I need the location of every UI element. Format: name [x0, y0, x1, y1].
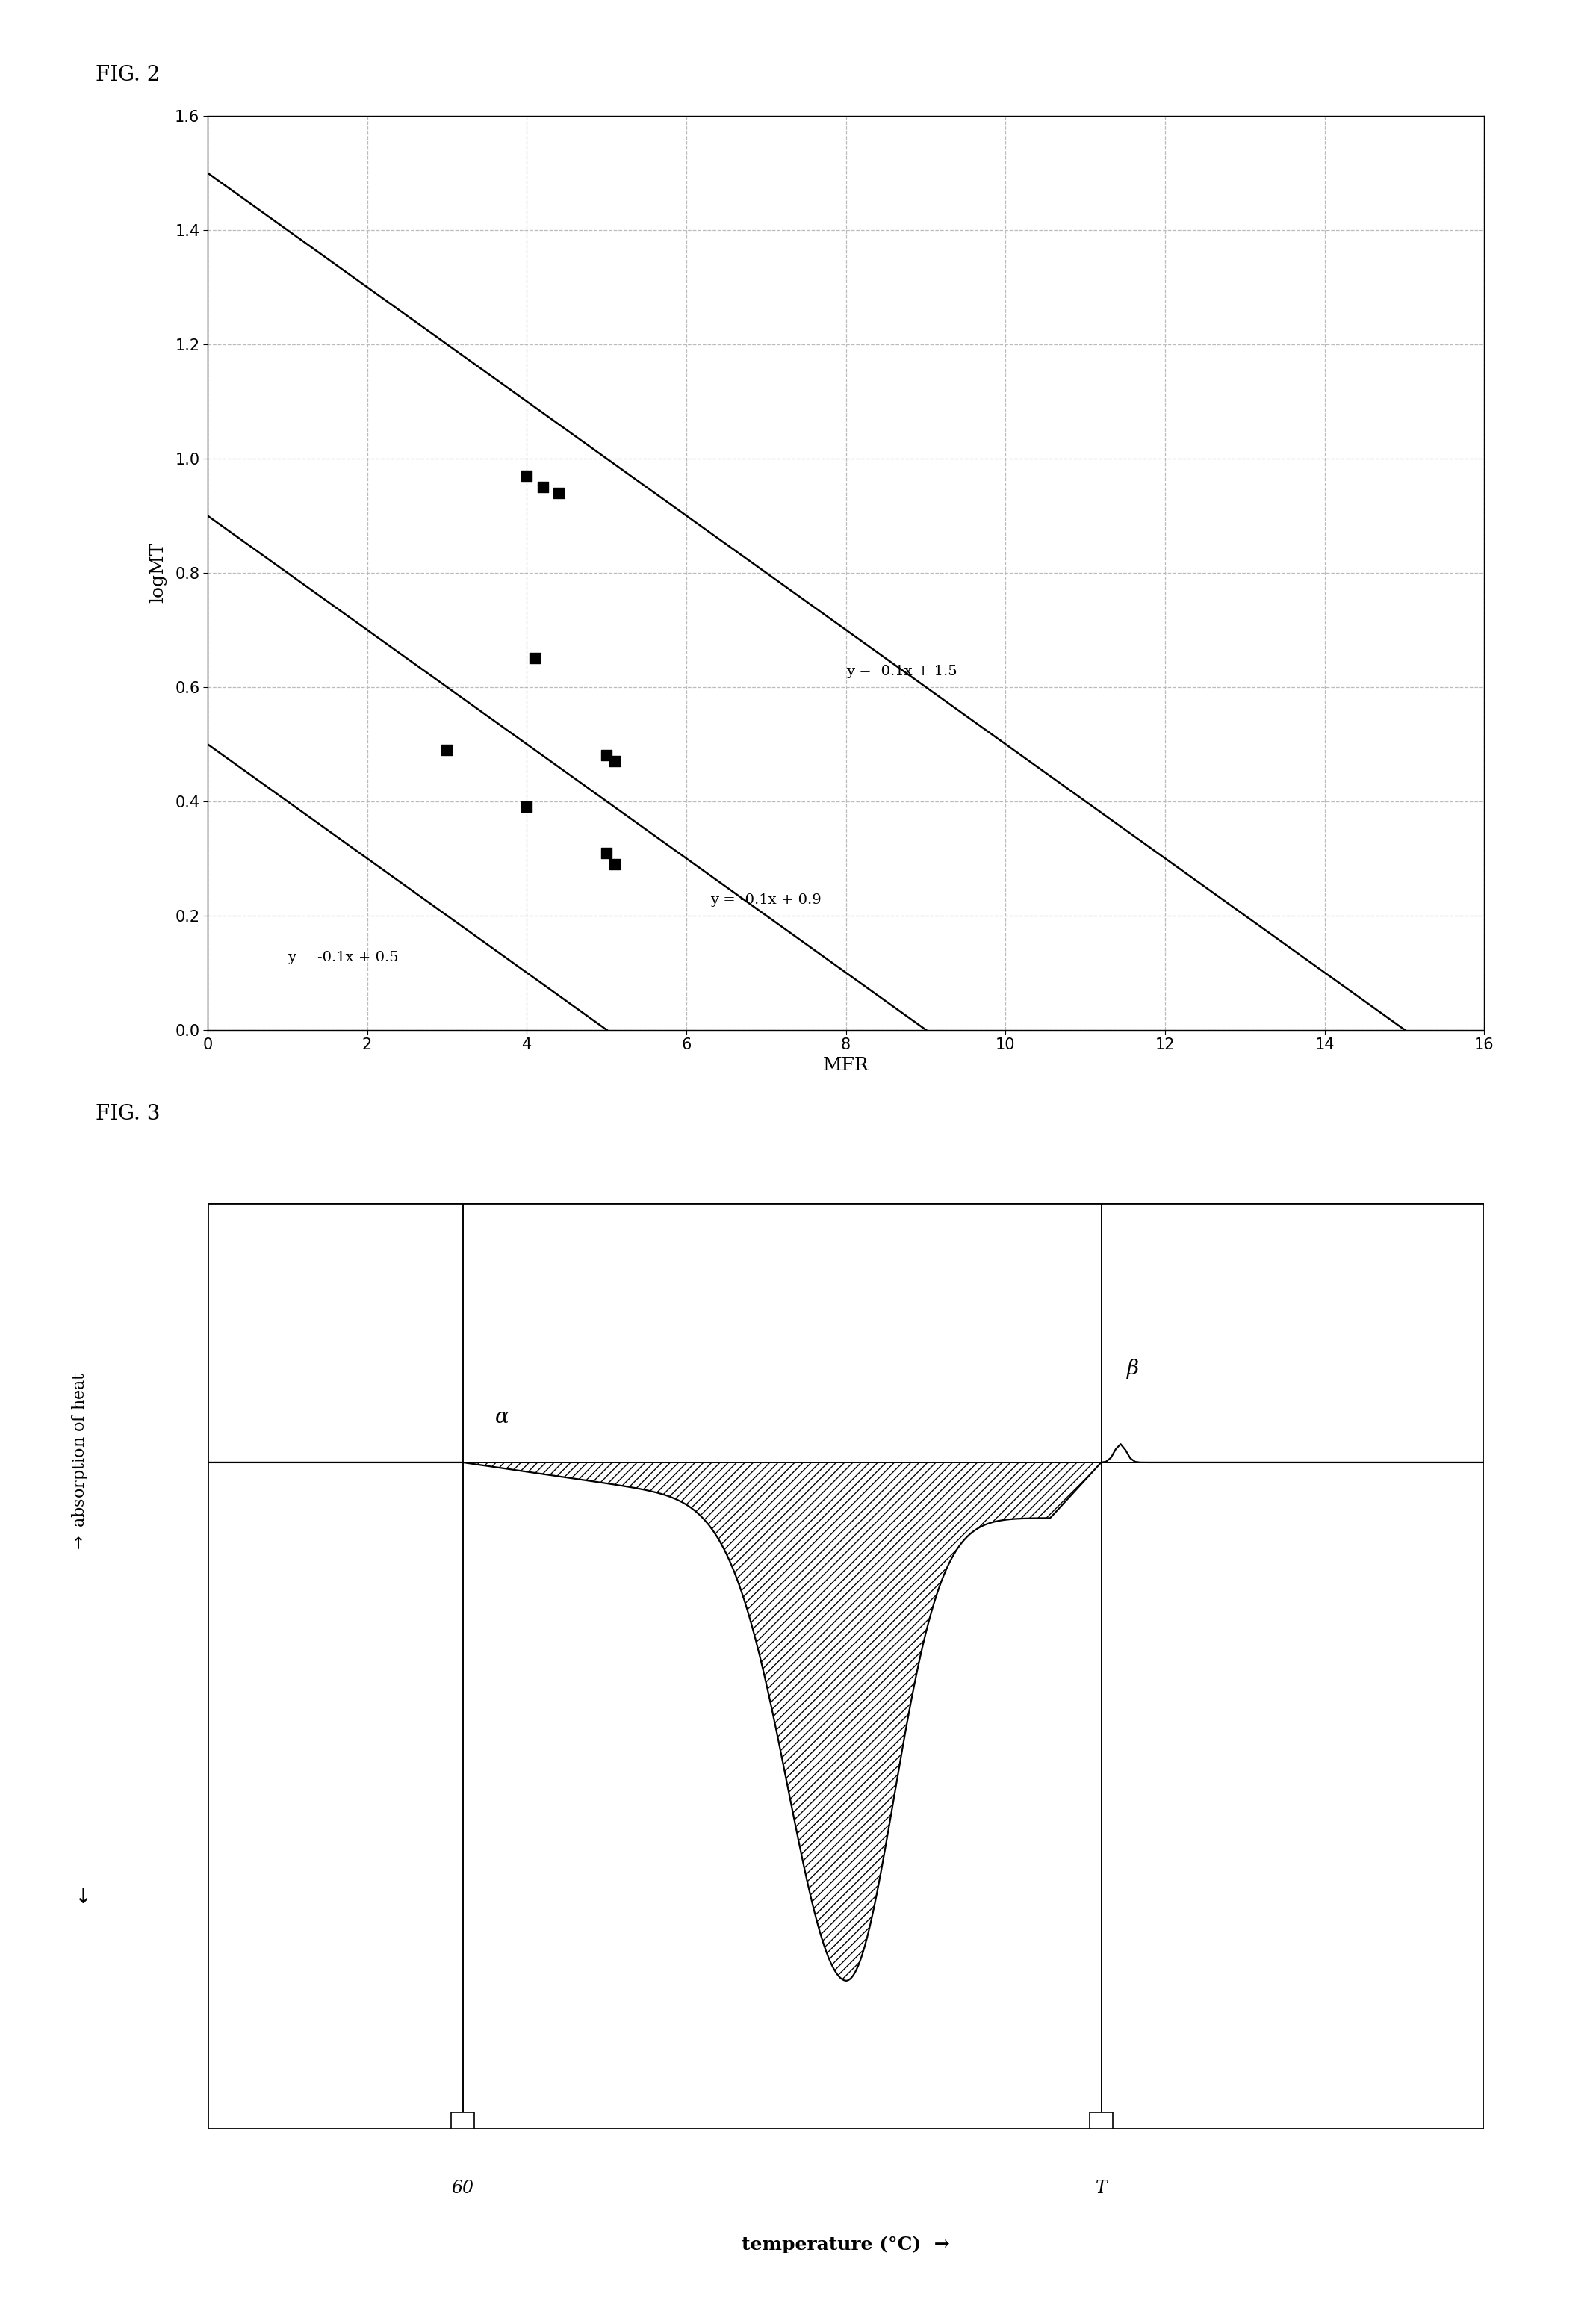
Point [594, 833, 619, 870]
Text: 60: 60 [452, 2180, 474, 2196]
Bar [452, 2113, 474, 2129]
Text: $\downarrow$: $\downarrow$ [70, 1888, 89, 1907]
Text: FIG. 3: FIG. 3 [96, 1104, 160, 1125]
Text: temperature (°C)  →: temperature (°C) → [742, 2235, 950, 2254]
Point [594, 736, 619, 773]
Text: β: β [1127, 1358, 1138, 1379]
Point [522, 641, 547, 678]
Text: T: T [1095, 2180, 1108, 2196]
Point [530, 467, 555, 504]
Point [602, 743, 627, 780]
X-axis label: MFR: MFR [824, 1057, 868, 1074]
Bar [1090, 2113, 1112, 2129]
Text: y = -0.1x + 0.5: y = -0.1x + 0.5 [287, 951, 399, 965]
Point [514, 789, 539, 826]
Text: y = -0.1x + 1.5: y = -0.1x + 1.5 [846, 664, 958, 678]
Y-axis label: logMT: logMT [150, 541, 166, 604]
Text: α: α [495, 1407, 509, 1428]
Point [546, 474, 571, 511]
Text: FIG. 2: FIG. 2 [96, 65, 160, 86]
Point [514, 458, 539, 495]
Point [602, 845, 627, 882]
Polygon shape [463, 1462, 1101, 1981]
Point [434, 731, 460, 768]
Text: y = -0.1x + 0.9: y = -0.1x + 0.9 [710, 893, 822, 907]
Text: $\rightarrow$ absorption of heat: $\rightarrow$ absorption of heat [70, 1372, 89, 1553]
